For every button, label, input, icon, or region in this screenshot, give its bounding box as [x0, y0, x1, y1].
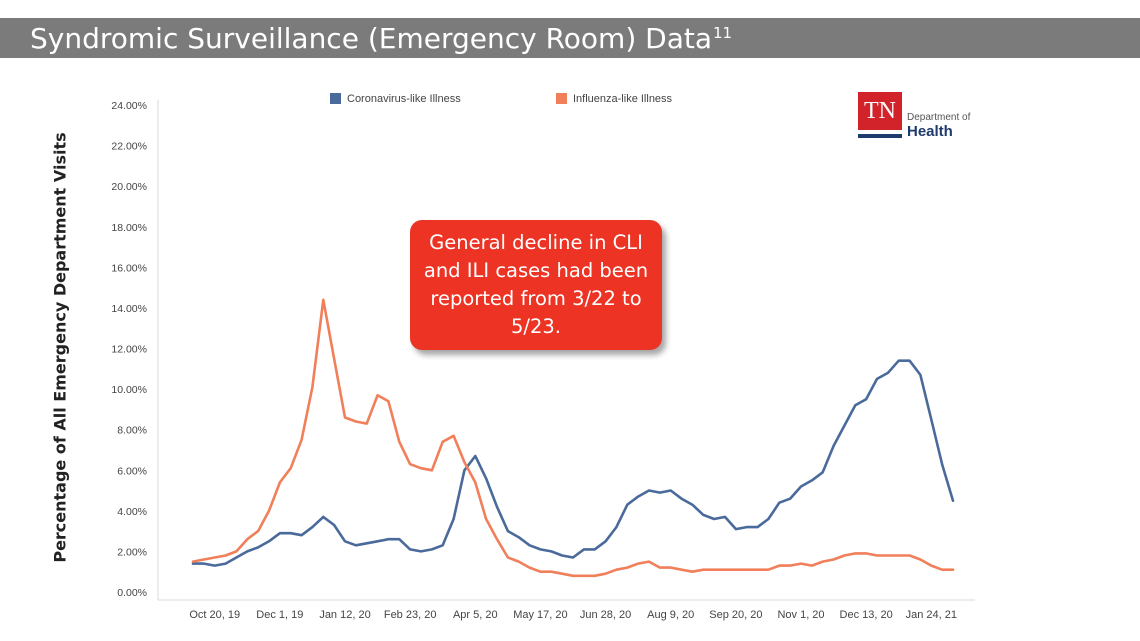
tn-health-logo: TN Department of Health: [858, 92, 988, 144]
slide-title-text: Syndromic Surveillance (Emergency Room) …: [30, 22, 712, 55]
y-tick-label: 22.00%: [111, 141, 147, 153]
series-line-coronavirus-like-illness: [191, 359, 955, 567]
top-strip: [0, 0, 1140, 18]
x-tick-label: May 17, 20: [513, 609, 567, 621]
y-tick-label: 4.00%: [117, 506, 147, 518]
x-tick-label: Sep 20, 20: [709, 609, 762, 621]
x-tick-label: Aug 9, 20: [647, 609, 694, 621]
x-tick-label: Dec 13, 20: [840, 609, 893, 621]
legend-swatch: [330, 93, 341, 104]
y-tick-label: 6.00%: [117, 465, 147, 477]
y-tick-label: 16.00%: [111, 262, 147, 274]
title-bar: Syndromic Surveillance (Emergency Room) …: [0, 18, 1140, 58]
y-tick-label: 24.00%: [111, 100, 147, 112]
logo-department-text: Department of: [907, 112, 971, 123]
y-tick-label: 20.00%: [111, 181, 147, 193]
x-tick-label: Jan 24, 21: [906, 609, 957, 621]
legend-label: Coronavirus-like Illness: [347, 93, 461, 105]
series-line-influenza-like-illness: [191, 298, 955, 578]
y-tick-label: 2.00%: [117, 546, 147, 558]
x-tick-label: Apr 5, 20: [453, 609, 498, 621]
x-tick-label: Dec 1, 19: [256, 609, 303, 621]
logo-underline: [858, 134, 902, 138]
slide-title: Syndromic Surveillance (Emergency Room) …: [30, 22, 732, 55]
logo-tn-mark: TN: [858, 92, 902, 130]
y-tick-label: 12.00%: [111, 344, 147, 356]
x-tick-label: Feb 23, 20: [384, 609, 437, 621]
callout-text: General decline in CLI and ILI cases had…: [423, 231, 649, 338]
x-tick-label: Oct 20, 19: [189, 609, 240, 621]
y-tick-label: 10.00%: [111, 384, 147, 396]
logo-health-text: Health: [907, 123, 953, 140]
y-tick-label: 0.00%: [117, 587, 147, 599]
legend-label: Influenza-like Illness: [573, 93, 673, 105]
y-tick-label: 18.00%: [111, 222, 147, 234]
y-tick-label: 14.00%: [111, 303, 147, 315]
callout-box: General decline in CLI and ILI cases had…: [410, 220, 662, 350]
title-footnote: 11: [713, 23, 733, 42]
y-tick-label: 8.00%: [117, 425, 147, 437]
legend-swatch: [556, 93, 567, 104]
x-tick-label: Jun 28, 20: [580, 609, 631, 621]
x-tick-label: Nov 1, 20: [777, 609, 824, 621]
x-tick-label: Jan 12, 20: [319, 609, 370, 621]
